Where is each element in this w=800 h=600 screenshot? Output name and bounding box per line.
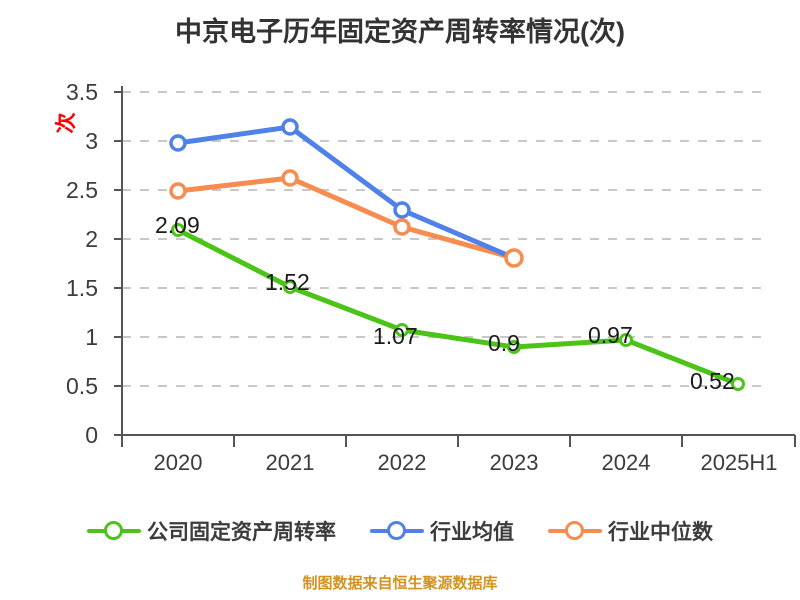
legend-item-industry-median[interactable]: 行业中位数: [548, 516, 713, 546]
legend-item-company[interactable]: 公司固定资产周转率: [87, 516, 336, 546]
data-label: 0.97: [588, 322, 633, 348]
legend-item-industry-average[interactable]: 行业均值: [370, 516, 514, 546]
x-tick-label: 2020: [153, 450, 203, 475]
chart-title: 中京电子历年固定资产周转率情况(次): [175, 17, 625, 47]
legend-label: 行业均值: [430, 521, 514, 544]
legend-dot: [565, 521, 584, 540]
y-tick-label: 2: [85, 226, 98, 252]
y-tick-label: 1.5: [66, 275, 98, 301]
series-markers-company: [171, 223, 745, 391]
x-tick-label: 2022: [377, 450, 427, 475]
x-tick-label: 2023: [489, 450, 539, 475]
series-markers-industry-average: [169, 118, 411, 219]
legend-dot: [104, 521, 123, 540]
data-label: 1.07: [373, 323, 418, 349]
axis-lines: [114, 86, 796, 447]
x-tick-label: 2024: [601, 450, 651, 475]
y-tick-label: 0.5: [66, 373, 98, 399]
series-line-industry-average: [175, 124, 517, 261]
legend-marker-icon: [370, 518, 424, 544]
legend-dot: [387, 521, 406, 540]
data-label: 2.09: [155, 212, 200, 238]
y-tick-label: 3: [85, 128, 98, 154]
y-tick-label: 1: [85, 324, 98, 350]
y-tick-label: 0: [85, 422, 98, 448]
legend-label: 行业中位数: [608, 521, 713, 544]
data-label: 0.9: [488, 330, 520, 356]
source-note: 制图数据来自恒生聚源数据库: [302, 575, 498, 592]
data-label: 1.52: [265, 269, 310, 295]
legend-marker-icon: [87, 518, 141, 544]
legend-marker-icon: [548, 518, 602, 544]
data-label: 0.52: [690, 368, 735, 394]
series-line-industry-median: [175, 175, 517, 261]
series-line-company: [175, 227, 741, 387]
y-tick-label: 2.5: [66, 177, 98, 203]
chart-legend: 公司固定资产周转率 行业均值 行业中位数: [0, 516, 800, 546]
series-markers-industry-median: [169, 169, 524, 268]
y-tick-label: 3.5: [66, 79, 98, 105]
x-tick-label: 2021: [265, 450, 315, 475]
x-tick-label: 2025H1: [700, 450, 778, 475]
legend-label: 公司固定资产周转率: [147, 521, 336, 544]
